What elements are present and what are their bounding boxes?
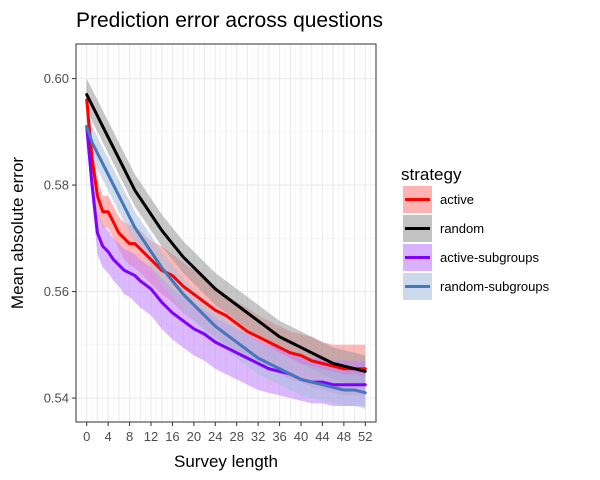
x-tick-label: 20 [187,429,201,444]
y-tick-label: 0.54 [44,391,69,406]
line-random [85,93,367,373]
chart-title: Prediction error across questions [76,9,383,32]
x-tick-label: 4 [105,429,112,444]
x-tick-label: 44 [315,429,329,444]
legend-label-active: active [440,192,474,207]
x-tick-label: 52 [358,429,372,444]
x-tick-label: 32 [251,429,265,444]
x-tick-label: 12 [144,429,158,444]
x-tick-label: 0 [83,429,90,444]
band-random [86,78,366,388]
x-tick-label: 8 [126,429,133,444]
x-tick-label: 16 [165,429,179,444]
series-lines [85,93,367,395]
y-tick-label: 0.58 [44,178,69,193]
legend: strategy active random active-subgroups ran… [401,165,550,300]
x-axis-title: Survey length [174,452,278,471]
line-random-subgroups [85,125,367,395]
legend-label-random-subgroups: random-subgroups [440,279,550,294]
x-tick-label: 48 [337,429,351,444]
x-tick-label: 24 [208,429,222,444]
y-tick-label: 0.56 [44,284,69,299]
x-tick-label: 28 [229,429,243,444]
legend-label-active-subgroups: active-subgroups [440,250,539,265]
legend-label-random: random [440,221,484,236]
x-axis-ticks: 0 4 8 12 16 20 24 28 32 36 40 44 48 52 [83,422,373,444]
y-tick-label: 0.60 [44,71,69,86]
y-axis-ticks: 0.54 0.56 0.58 0.60 [44,71,76,406]
x-tick-label: 40 [294,429,308,444]
x-tick-label: 36 [272,429,286,444]
plot-border [75,43,377,423]
line-active [85,98,367,371]
legend-title: strategy [401,165,462,184]
y-axis-title: Mean absolute error [8,157,27,309]
